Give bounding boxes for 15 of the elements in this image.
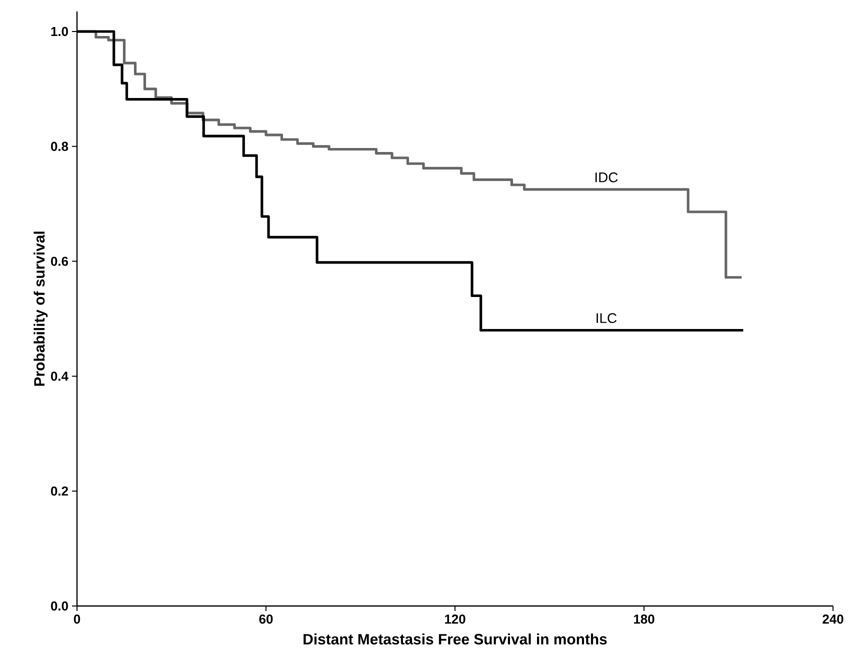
x-tick-label: 180 <box>634 614 654 624</box>
y-tick-label: 0.4 <box>50 372 68 381</box>
x-tick-label: 60 <box>259 614 273 624</box>
y-axis-title: Probability of survival <box>34 232 48 386</box>
x-axis-title: Distant Metastasis Free Survival in months <box>304 634 607 644</box>
x-tick-label: 0 <box>74 614 80 624</box>
x-tick-label: 240 <box>822 614 844 624</box>
x-tick-label: 120 <box>445 614 466 624</box>
y-tick-label: 0.6 <box>50 256 68 266</box>
series-label: ILC <box>596 313 617 324</box>
y-tick-label: 0.8 <box>50 142 68 151</box>
y-tick-label: 0.2 <box>50 486 68 496</box>
y-tick-label: 1.0 <box>51 26 68 36</box>
series-label: IDC <box>595 172 618 182</box>
y-tick-label: 0.0 <box>50 601 68 611</box>
